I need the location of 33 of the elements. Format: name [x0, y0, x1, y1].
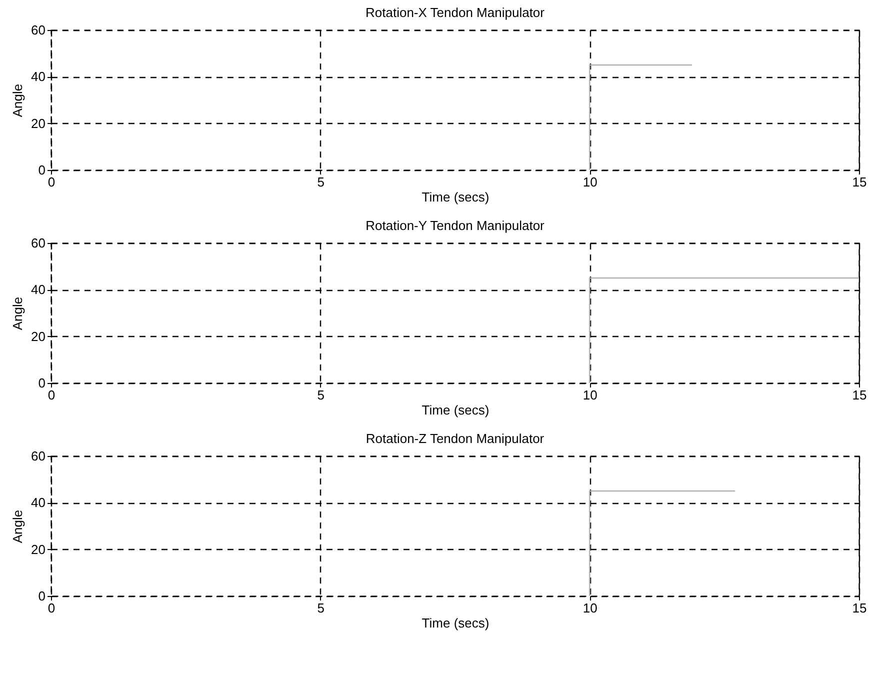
x-tick-label: 15 [852, 388, 867, 402]
y-axis-title: Angle [10, 296, 26, 330]
y-tick-label: 20 [31, 542, 46, 557]
chart-title: Rotation-Z Tendon Manipulator [366, 431, 545, 446]
y-tick-label: 40 [31, 495, 46, 510]
x-axis-title: Time (secs) [422, 190, 490, 204]
y-tick-label: 0 [38, 588, 46, 604]
y-tick-label: 20 [31, 328, 46, 344]
x-tick-label: 0 [48, 388, 56, 402]
x-tick-label: 10 [582, 174, 598, 190]
x-tick-label: 5 [317, 600, 324, 616]
x-tick-label: 5 [317, 388, 324, 402]
x-tick-label: 15 [852, 600, 867, 616]
chart-title: Rotation-X Tendon Manipulator [366, 5, 546, 20]
x-tick-label: 0 [48, 174, 56, 190]
x-axis-title: Time (secs) [422, 402, 490, 418]
x-axis-title: Time (secs) [422, 616, 490, 630]
y-tick-label: 0 [38, 376, 46, 390]
y-axis-title: Angle [10, 510, 26, 544]
y-axis-title: Angle [10, 84, 26, 118]
y-tick-label: 60 [31, 236, 46, 250]
y-tick-label: 40 [31, 282, 46, 298]
y-tick-label: 0 [38, 162, 46, 178]
x-tick-label: 15 [852, 174, 867, 190]
x-tick-label: 10 [582, 388, 598, 402]
x-tick-label: 0 [48, 600, 56, 616]
y-tick-label: 60 [31, 448, 46, 464]
x-tick-label: 10 [582, 600, 598, 616]
x-tick-label: 5 [317, 174, 324, 190]
y-tick-label: 60 [31, 22, 46, 38]
chart-title: Rotation-Y Tendon Manipulator [366, 218, 546, 233]
y-tick-label: 20 [31, 116, 46, 131]
y-tick-label: 40 [31, 69, 46, 84]
